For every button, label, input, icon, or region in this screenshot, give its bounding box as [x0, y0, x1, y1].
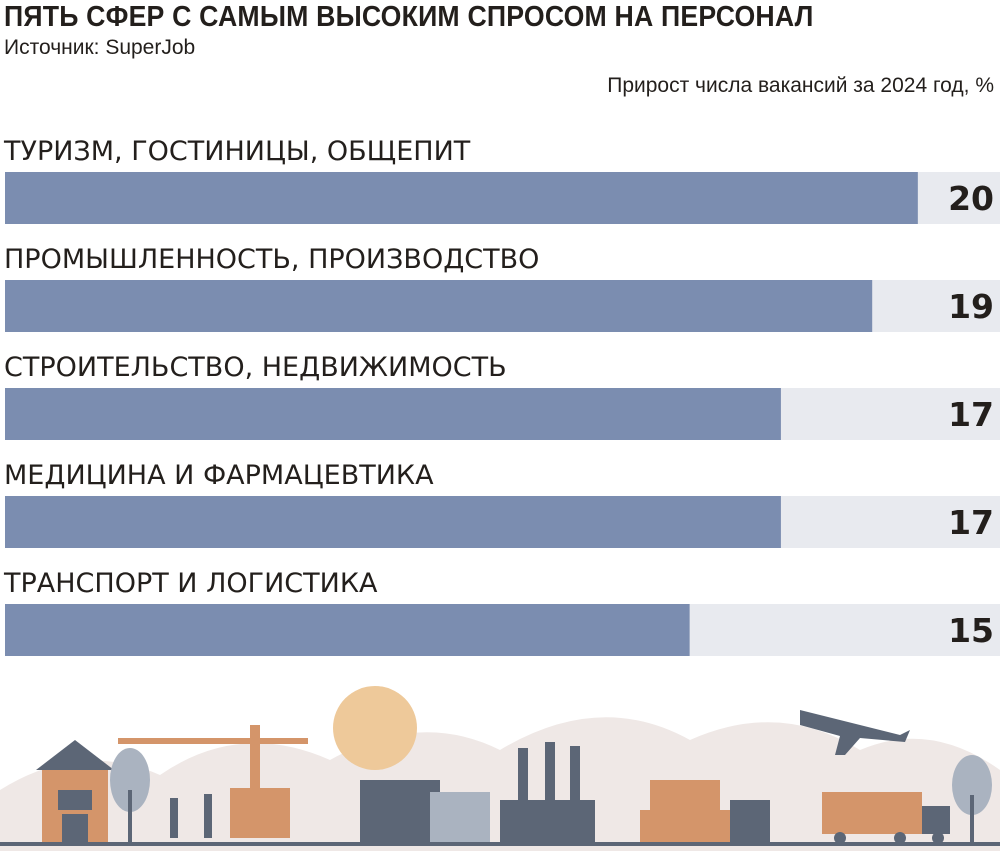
value-label: 15 — [948, 611, 994, 650]
people-icon — [170, 794, 212, 838]
category-label: ПРОМЫШЛЕННОСТЬ, ПРОИЗВОДСТВО — [4, 244, 539, 275]
cargo-boxes-icon — [640, 780, 770, 842]
tree-icon — [110, 748, 992, 842]
bar — [5, 496, 781, 548]
industry-skyline-illustration — [0, 686, 1000, 851]
factory-icon — [500, 742, 595, 842]
crane-icon — [118, 725, 308, 838]
bar — [5, 172, 918, 224]
value-label: 20 — [948, 179, 994, 218]
sun-icon — [333, 686, 417, 770]
bar — [5, 280, 873, 332]
chart-source: Источник: SuperJob — [4, 36, 196, 59]
bar — [5, 388, 781, 440]
airplane-icon — [800, 710, 910, 755]
ground-line — [0, 842, 1000, 846]
value-label: 17 — [948, 503, 994, 542]
category-label: ТУРИЗМ, ГОСТИНИЦЫ, ОБЩЕПИТ — [3, 136, 471, 167]
bar — [5, 604, 690, 656]
house-icon — [36, 740, 114, 842]
truck-icon — [822, 792, 950, 844]
bar-chart: ТУРИЗМ, ГОСТИНИЦЫ, ОБЩЕПИТ 20 ПРОМЫШЛЕННОС… — [3, 136, 1000, 656]
chart-subtitle: Прирост числа вакансий за 2024 год, % — [607, 74, 994, 97]
chart-title: ПЯТЬ СФЕР С САМЫМ ВЫСОКИМ СПРОСОМ НА ПЕР… — [4, 1, 814, 33]
category-label: ТРАНСПОРТ И ЛОГИСТИКА — [3, 568, 378, 599]
category-label: МЕДИЦИНА И ФАРМАЦЕВТИКА — [4, 460, 434, 491]
category-label: СТРОИТЕЛЬСТВО, НЕДВИЖИМОСТЬ — [4, 352, 507, 383]
buildings-icon — [360, 780, 490, 842]
value-label: 19 — [948, 287, 994, 326]
value-label: 17 — [948, 395, 994, 434]
